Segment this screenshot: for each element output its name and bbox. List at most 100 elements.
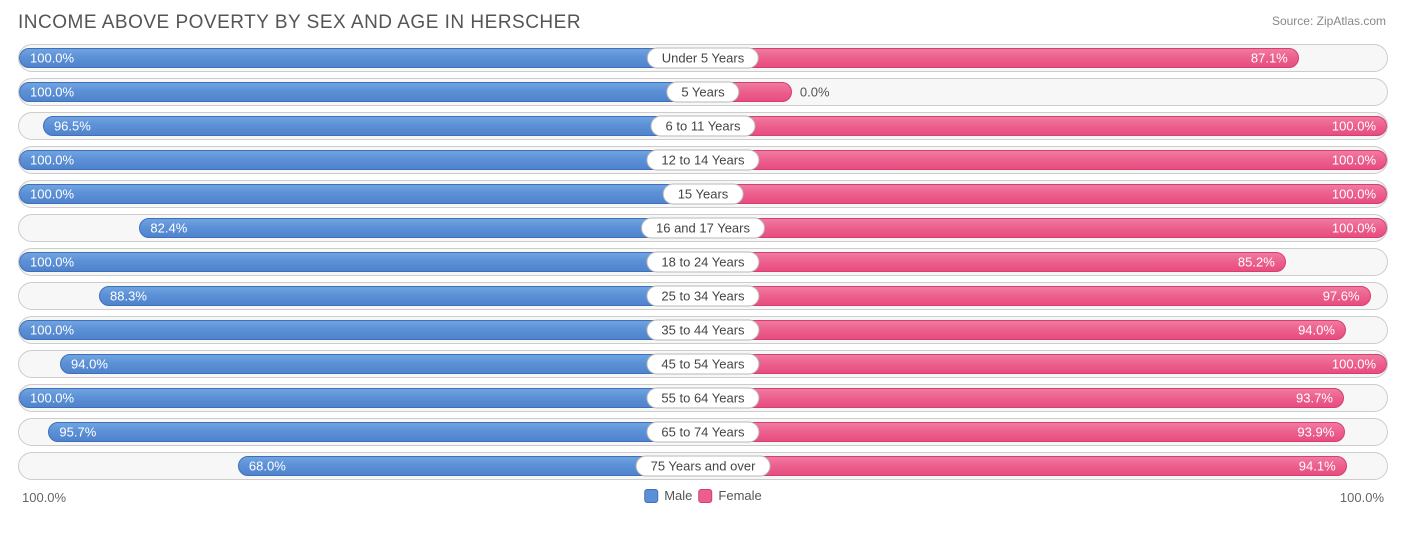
age-label: 35 to 44 Years <box>646 320 759 341</box>
female-half: 93.7% <box>703 385 1387 411</box>
male-bar: 82.4% <box>139 218 703 238</box>
male-half: 68.0% <box>19 453 703 479</box>
male-half: 100.0% <box>19 79 703 105</box>
male-half: 88.3% <box>19 283 703 309</box>
chart-row: 100.0% 93.7%55 to 64 Years <box>18 384 1388 412</box>
female-bar: 94.0% <box>703 320 1346 340</box>
male-bar: 100.0% <box>19 184 703 204</box>
male-half: 100.0% <box>19 147 703 173</box>
axis-label-right: 100.0% <box>1340 490 1384 505</box>
chart-row: 88.3% 97.6% 25 to 34 Years <box>18 282 1388 310</box>
chart-row: 96.5% 100.0% 6 to 11 Years <box>18 112 1388 140</box>
female-half: 85.2% <box>703 249 1387 275</box>
male-value: 100.0% <box>30 51 74 66</box>
female-value: 85.2% <box>1238 255 1275 270</box>
female-bar: 87.1% <box>703 48 1299 68</box>
male-bar: 100.0% <box>19 252 703 272</box>
female-half: 100.0% <box>703 215 1387 241</box>
female-value: 100.0% <box>1332 221 1376 236</box>
chart-row: 100.0% 100.0% 12 to 14 Years <box>18 146 1388 174</box>
female-value: 100.0% <box>1332 153 1376 168</box>
male-value: 100.0% <box>30 85 74 100</box>
age-label: 55 to 64 Years <box>646 388 759 409</box>
male-half: 100.0% <box>19 317 703 343</box>
female-half: 97.6% <box>703 283 1387 309</box>
chart-row: 100.0%85.2%18 to 24 Years <box>18 248 1388 276</box>
male-half: 100.0% <box>19 249 703 275</box>
legend: Male Female <box>644 488 762 503</box>
female-value: 93.9% <box>1297 425 1334 440</box>
chart-row: 100.0% 0.0% 5 Years <box>18 78 1388 106</box>
male-bar: 100.0% <box>19 150 703 170</box>
male-value: 96.5% <box>54 119 91 134</box>
chart-row: 82.4% 100.0% 16 and 17 Years <box>18 214 1388 242</box>
chart-row: 100.0% 87.1% Under 5 Years <box>18 44 1388 72</box>
male-bar: 96.5% <box>43 116 703 136</box>
female-value: 100.0% <box>1332 187 1376 202</box>
age-label: 6 to 11 Years <box>651 116 756 137</box>
male-bar: 95.7% <box>48 422 703 442</box>
male-value: 100.0% <box>30 187 74 202</box>
female-value: 100.0% <box>1332 357 1376 372</box>
male-bar: 100.0% <box>19 82 703 102</box>
age-label: 12 to 14 Years <box>646 150 759 171</box>
female-bar: 94.1% <box>703 456 1347 476</box>
male-half: 96.5% <box>19 113 703 139</box>
female-value: 97.6% <box>1323 289 1360 304</box>
male-half: 100.0% <box>19 181 703 207</box>
female-half: 100.0% <box>703 181 1387 207</box>
male-value: 94.0% <box>71 357 108 372</box>
female-half: 87.1% <box>703 45 1387 71</box>
axis-label-left: 100.0% <box>22 490 66 505</box>
chart-row: 95.7%93.9%65 to 74 Years <box>18 418 1388 446</box>
age-label: 15 Years <box>663 184 744 205</box>
female-half: 93.9% <box>703 419 1387 445</box>
female-bar: 93.7% <box>703 388 1344 408</box>
age-label: Under 5 Years <box>647 48 759 69</box>
age-label: 16 and 17 Years <box>641 218 765 239</box>
chart-row: 100.0% 94.0% 35 to 44 Years <box>18 316 1388 344</box>
male-bar: 100.0% <box>19 320 703 340</box>
female-bar: 97.6% <box>703 286 1371 306</box>
age-label: 75 Years and over <box>636 456 771 477</box>
male-value: 68.0% <box>249 459 286 474</box>
male-half: 82.4% <box>19 215 703 241</box>
chart-footer: 100.0% Male Female 100.0% <box>18 486 1388 516</box>
female-swatch-icon <box>698 489 712 503</box>
male-bar: 94.0% <box>60 354 703 374</box>
diverging-bar-chart: 100.0% 87.1% Under 5 Years 100.0% 0.0% 5 Year… <box>18 44 1388 480</box>
male-bar: 100.0% <box>19 48 703 68</box>
female-value: 94.1% <box>1299 459 1336 474</box>
male-half: 100.0% <box>19 45 703 71</box>
male-value: 100.0% <box>30 255 74 270</box>
age-label: 25 to 34 Years <box>646 286 759 307</box>
chart-row: 100.0% 100.0% 15 Years <box>18 180 1388 208</box>
male-value: 88.3% <box>110 289 147 304</box>
male-value: 100.0% <box>30 391 74 406</box>
female-half: 100.0% <box>703 147 1387 173</box>
male-bar: 88.3% <box>99 286 703 306</box>
female-bar: 100.0% <box>703 354 1387 374</box>
female-half: 0.0% <box>703 79 1387 105</box>
male-value: 100.0% <box>30 153 74 168</box>
female-bar: 100.0% <box>703 218 1387 238</box>
age-label: 45 to 54 Years <box>646 354 759 375</box>
age-label: 5 Years <box>666 82 739 103</box>
male-value: 100.0% <box>30 323 74 338</box>
male-half: 100.0% <box>19 385 703 411</box>
female-bar: 93.9% <box>703 422 1345 442</box>
female-bar: 85.2% <box>703 252 1286 272</box>
male-bar: 68.0% <box>238 456 703 476</box>
female-value: 94.0% <box>1298 323 1335 338</box>
female-bar: 100.0% <box>703 116 1387 136</box>
female-value: 100.0% <box>1332 119 1376 134</box>
female-bar: 100.0% <box>703 150 1387 170</box>
female-value: 0.0% <box>800 85 830 100</box>
female-half: 94.1% <box>703 453 1387 479</box>
male-half: 94.0% <box>19 351 703 377</box>
source-attribution: Source: ZipAtlas.com <box>1272 14 1386 28</box>
chart-title: INCOME ABOVE POVERTY BY SEX AND AGE IN H… <box>18 12 1388 34</box>
male-half: 95.7% <box>19 419 703 445</box>
male-value: 82.4% <box>150 221 187 236</box>
female-value: 87.1% <box>1251 51 1288 66</box>
